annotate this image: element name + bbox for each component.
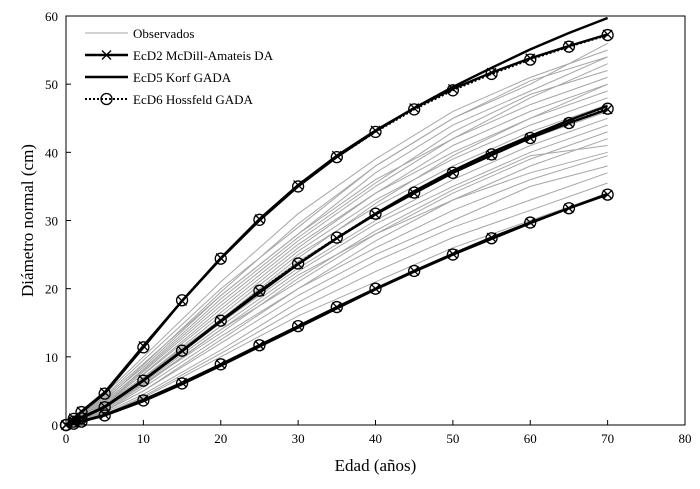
circle-marker: [485, 67, 498, 81]
observed-curve: [65, 56, 608, 426]
circle-marker: [75, 415, 88, 428]
observed-curve: [65, 165, 608, 426]
x-tick-label: 60: [524, 431, 537, 446]
x-marker: [602, 29, 613, 40]
circle-marker: [485, 232, 498, 245]
observed-curve: [65, 151, 608, 426]
legend-label: Observados: [133, 26, 194, 41]
model-curves: [59, 16, 614, 432]
observed-curve: [65, 97, 608, 426]
y-tick-label: 30: [45, 214, 58, 229]
circle-marker: [214, 252, 227, 265]
legend-background: [76, 20, 288, 110]
y-axis-label: Diámetro normal (cm): [18, 144, 37, 297]
legend-label: EcD2 McDill-Amateis DA: [133, 48, 274, 63]
observed-curve: [65, 145, 608, 426]
legend: Observados EcD2 McDill-Amateis DA EcD5 Kor…: [76, 20, 288, 110]
observed-curve: [65, 155, 608, 426]
circle-marker: [330, 300, 343, 314]
series-line: [65, 193, 608, 426]
circle-marker: [137, 394, 150, 407]
circle-marker: [100, 92, 113, 106]
observed-curve: [65, 49, 608, 426]
circle-marker: [601, 188, 614, 201]
x-axis-label: Edad (años): [335, 456, 417, 475]
x-tick-label: 50: [446, 431, 459, 446]
circle-marker: [369, 125, 382, 139]
circle-marker: [562, 116, 576, 130]
y-tick-label: 0: [52, 418, 59, 433]
observed-curve: [65, 172, 608, 426]
tick-labels: 0 10 20 30 40 50 60 70 80 0 10 20 30 40 50 60: [45, 9, 692, 446]
circle-marker: [485, 148, 498, 161]
y-tick-label: 60: [45, 9, 58, 24]
circle-marker: [175, 344, 189, 357]
circle-marker: [408, 186, 421, 199]
circle-marker: [524, 131, 537, 145]
circle-marker: [214, 358, 227, 371]
circle-marker: [446, 166, 460, 179]
x-tick-label: 80: [679, 431, 692, 446]
circle-marker: [175, 377, 189, 390]
circle-marker: [253, 339, 266, 352]
x-tick-label: 0: [63, 431, 70, 446]
observed-curve: [65, 42, 608, 426]
observed-curve: [65, 56, 608, 426]
circle-marker: [601, 102, 614, 115]
circle-marker: [408, 103, 421, 116]
y-tick-label: 20: [45, 282, 58, 297]
circle-marker: [98, 409, 111, 422]
circle-marker: [98, 387, 111, 400]
circle-marker: [253, 284, 266, 297]
observed-curve: [65, 70, 608, 426]
x-tick-label: 40: [369, 431, 382, 446]
series-line: [65, 192, 609, 427]
legend-label: EcD5 Korf GADA: [133, 70, 232, 85]
y-tick-label: 50: [45, 77, 58, 92]
x-marker: [602, 104, 613, 115]
circle-marker: [137, 374, 150, 387]
circle-marker: [214, 314, 227, 327]
circle-marker: [330, 231, 343, 244]
y-tick-label: 10: [45, 350, 58, 365]
y-tick-label: 40: [45, 145, 58, 160]
circle-marker: [369, 207, 382, 220]
x-tick-label: 20: [214, 431, 227, 446]
series-line: [65, 34, 608, 426]
circle-marker: [291, 257, 305, 270]
series-line: [65, 104, 609, 427]
circle-marker: [175, 294, 189, 307]
circle-marker: [408, 264, 421, 278]
x-tick-label: 30: [292, 431, 305, 446]
observed-curve: [65, 182, 608, 426]
circle-marker: [291, 320, 305, 333]
series-line: [65, 107, 608, 426]
observed-curve: [65, 90, 608, 426]
circle-marker: [137, 341, 150, 354]
x-tick-label: 10: [137, 431, 150, 446]
legend-label: EcD6 Hossfeld GADA: [133, 92, 253, 107]
circle-marker: [446, 84, 460, 97]
observed-curve: [65, 76, 608, 426]
circle-marker: [601, 28, 614, 42]
series-line: [65, 193, 608, 427]
circle-marker: [562, 40, 576, 53]
circle-marker: [446, 248, 460, 261]
circle-marker: [98, 401, 111, 414]
circle-marker: [524, 53, 537, 66]
circle-marker: [330, 150, 343, 164]
circle-marker: [253, 213, 266, 226]
circle-marker: [291, 180, 305, 193]
x-marker: [101, 50, 112, 60]
circle-marker: [524, 216, 537, 229]
circle-marker: [562, 202, 576, 215]
circle-marker: [67, 417, 80, 430]
x-tick-label: 70: [601, 431, 614, 446]
circle-marker: [369, 282, 382, 295]
